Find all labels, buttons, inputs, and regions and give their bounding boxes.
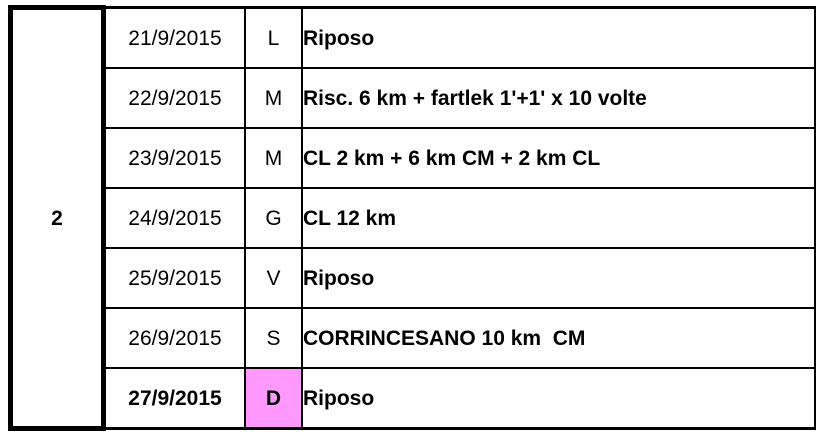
- day-letter-cell: L: [244, 6, 303, 69]
- date-cell: 24/9/2015: [102, 187, 246, 249]
- activity-cell: CORRINCESANO 10 km CM: [301, 307, 816, 369]
- activity-cell: CL 12 km: [301, 187, 816, 249]
- day-letter-cell: M: [244, 127, 303, 189]
- activity-cell: Risc. 6 km + fartlek 1'+1' x 10 volte: [301, 67, 816, 129]
- table-row: 24/9/2015 G CL 12 km: [11, 187, 816, 249]
- date-cell: 26/9/2015: [102, 307, 246, 369]
- week-number: 2: [51, 206, 63, 230]
- training-week-table: 2 21/9/2015 L Riposo 22/9/2015 M Risc. 6…: [8, 5, 816, 431]
- activity-cell: CL 2 km + 6 km CM + 2 km CL: [301, 127, 816, 189]
- table-row: 2 21/9/2015 L Riposo: [8, 5, 816, 431]
- table-row-sunday: 27/9/2015 D Riposo: [11, 367, 816, 430]
- day-letter-cell: G: [244, 187, 303, 249]
- table-row: 25/9/2015 V Riposo: [11, 247, 816, 309]
- day-letter-cell: D: [244, 367, 303, 430]
- activity-cell: Riposo: [301, 367, 816, 430]
- date-cell: 25/9/2015: [102, 247, 246, 309]
- table-row: 22/9/2015 M Risc. 6 km + fartlek 1'+1' x…: [11, 67, 816, 129]
- activity-cell: Riposo: [301, 6, 816, 69]
- day-letter-cell: S: [244, 307, 303, 369]
- date-cell: 27/9/2015: [102, 367, 246, 430]
- date-cell: 21/9/2015: [102, 6, 246, 69]
- day-letter-cell: M: [244, 67, 303, 129]
- date-cell: 23/9/2015: [102, 127, 246, 189]
- day-letter-cell: V: [244, 247, 303, 309]
- table-row: 23/9/2015 M CL 2 km + 6 km CM + 2 km CL: [11, 127, 816, 189]
- date-cell: 22/9/2015: [102, 67, 246, 129]
- activity-cell: Riposo: [301, 247, 816, 309]
- table-row: 26/9/2015 S CORRINCESANO 10 km CM: [11, 307, 816, 369]
- week-number-cell: 2: [8, 5, 106, 431]
